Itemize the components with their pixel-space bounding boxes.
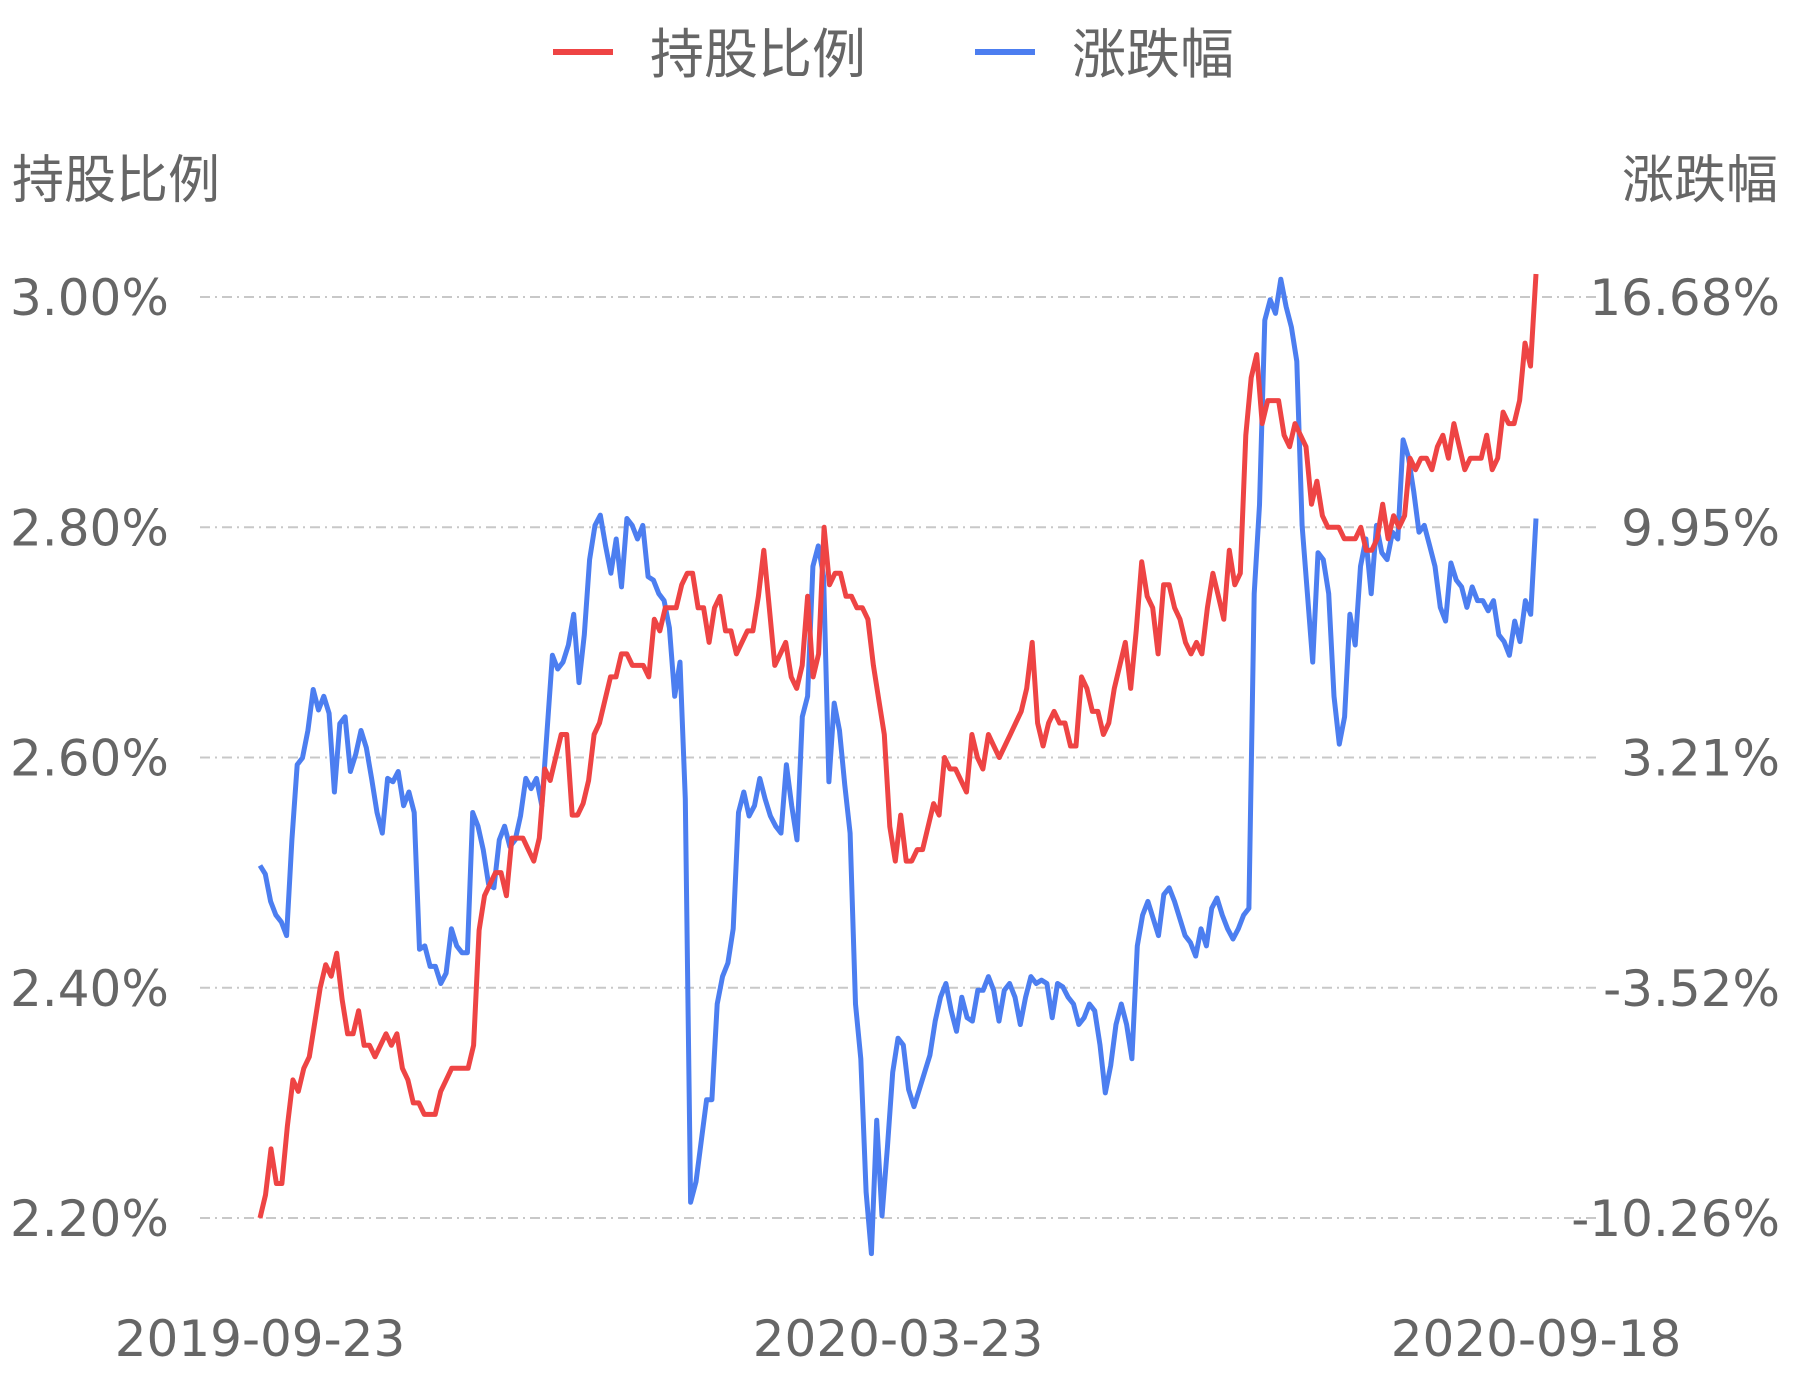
x-tick-label: 2019-09-23 xyxy=(115,1310,406,1368)
series-line-price-change xyxy=(257,276,1539,1257)
legend-label-price-change: 涨跌幅 xyxy=(1072,23,1234,86)
right-tick-label: -10.26% xyxy=(1571,1190,1780,1248)
x-tick-label: 2020-03-23 xyxy=(753,1310,1044,1368)
x-tick-labels: 2019-09-23 2020-03-23 2020-09-18 xyxy=(115,1310,1682,1368)
series-layer xyxy=(257,273,1539,1257)
x-tick-label: 2020-09-18 xyxy=(1391,1310,1682,1368)
left-tick-label: 2.40% xyxy=(10,960,169,1018)
left-tick-label: 2.80% xyxy=(10,499,169,557)
legend: 持股比例 涨跌幅 xyxy=(553,23,1234,86)
right-tick-label: 16.68% xyxy=(1589,269,1780,327)
right-axis-title: 涨跌幅 xyxy=(1622,151,1778,211)
left-tick-label: 3.00% xyxy=(10,269,169,327)
left-tick-labels: 3.00% 2.80% 2.60% 2.40% 2.20% xyxy=(10,269,169,1248)
legend-label-share-ratio: 持股比例 xyxy=(650,23,866,86)
right-tick-label: 9.95% xyxy=(1621,499,1780,557)
right-tick-labels: 16.68% 9.95% 3.21% -3.52% -10.26% xyxy=(1571,269,1780,1248)
right-tick-label: 3.21% xyxy=(1621,730,1780,788)
left-tick-label: 2.60% xyxy=(10,730,169,788)
right-tick-label: -3.52% xyxy=(1603,960,1780,1018)
left-tick-label: 2.20% xyxy=(10,1190,169,1248)
grid xyxy=(200,296,1598,1219)
series-line-share-ratio xyxy=(257,273,1539,1219)
left-axis-title: 持股比例 xyxy=(12,151,220,211)
